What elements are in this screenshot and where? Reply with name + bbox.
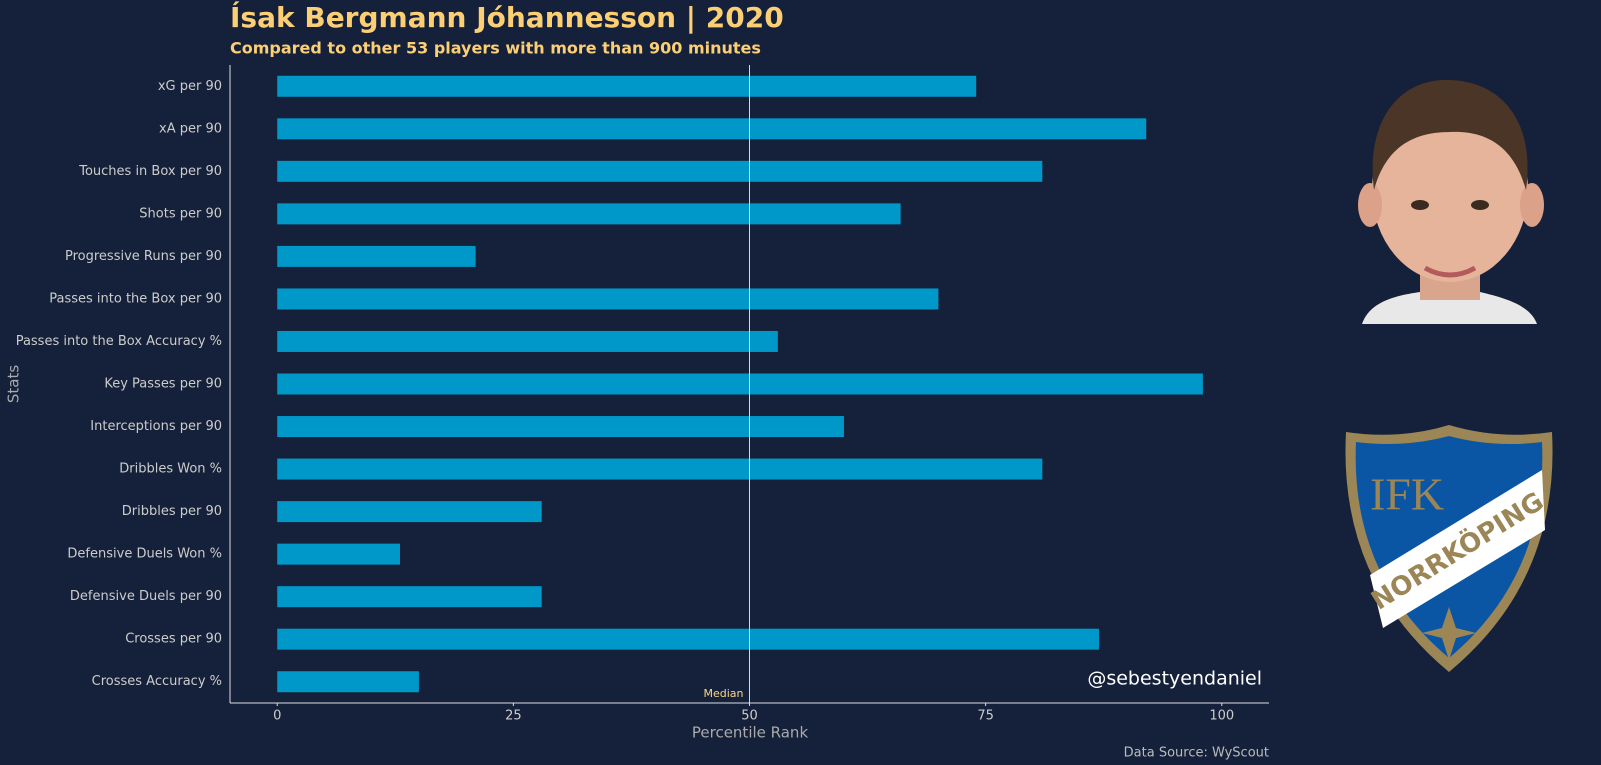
- y-tick-label: Key Passes per 90: [104, 377, 222, 392]
- club-crest: IFK NORRKÖPING: [1345, 425, 1553, 672]
- x-tick-label: 25: [505, 709, 522, 724]
- median-label: Median: [703, 687, 743, 700]
- source: Data Source: WyScout: [1124, 746, 1269, 761]
- y-tick-label: Shots per 90: [139, 206, 222, 221]
- y-tick-label: Interceptions per 90: [90, 419, 222, 434]
- bar: [277, 330, 778, 352]
- bar: [277, 458, 1043, 480]
- bar: [277, 416, 844, 438]
- x-tick-label: 75: [977, 709, 994, 724]
- bar: [277, 501, 542, 523]
- bar: [277, 671, 419, 693]
- bar: [277, 160, 1043, 182]
- y-tick-label: Progressive Runs per 90: [65, 249, 222, 264]
- y-tick-label: xA per 90: [159, 121, 222, 136]
- y-tick-label: Dribbles per 90: [122, 504, 222, 519]
- y-tick-label: Dribbles Won %: [119, 462, 222, 477]
- x-tick-label: 0: [273, 709, 281, 724]
- x-tick-label: 50: [741, 709, 758, 724]
- x-tick-label: 100: [1209, 709, 1234, 724]
- bar: [277, 543, 401, 565]
- bar: [277, 203, 901, 225]
- crest-text: IFK: [1370, 469, 1444, 520]
- y-tick-label: Passes into the Box Accuracy %: [16, 334, 222, 349]
- y-tick-label: Defensive Duels per 90: [70, 589, 222, 604]
- y-tick-label: Touches in Box per 90: [78, 164, 222, 179]
- y-axis-label: Stats: [5, 365, 23, 403]
- bar: [277, 628, 1099, 650]
- y-tick-label: xG per 90: [158, 79, 222, 94]
- x-axis-label: Percentile Rank: [692, 724, 809, 742]
- y-tick-label: Crosses Accuracy %: [92, 674, 222, 689]
- bar: [277, 75, 977, 97]
- bar: [277, 586, 542, 608]
- y-tick-label: Passes into the Box per 90: [49, 291, 222, 306]
- y-tick-label: Defensive Duels Won %: [67, 547, 222, 562]
- chart-subtitle: Compared to other 53 players with more t…: [230, 39, 761, 58]
- bar: [277, 373, 1203, 395]
- bar: [277, 118, 1147, 140]
- chart-title: Ísak Bergmann Jóhannesson | 2020: [230, 0, 784, 34]
- bar: [277, 245, 476, 267]
- bar: [277, 288, 939, 310]
- handle: @sebestyendaniel: [1087, 668, 1262, 690]
- y-tick-label: Crosses per 90: [125, 632, 222, 647]
- player-photo: [1358, 79, 1544, 324]
